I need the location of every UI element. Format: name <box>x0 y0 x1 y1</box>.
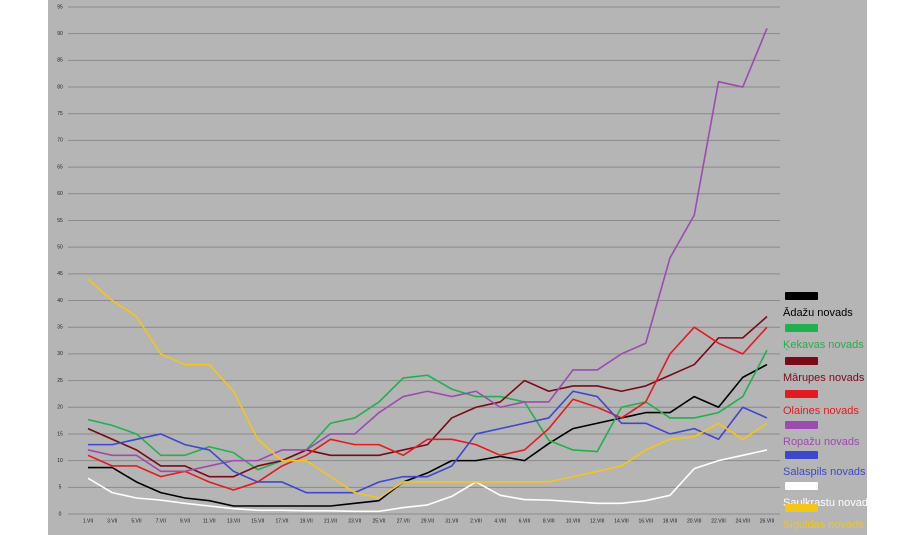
x-tick-label: 26.VIII <box>760 518 774 524</box>
y-tick-label: 10 <box>57 458 63 464</box>
y-tick-label: 35 <box>57 325 63 331</box>
y-tick-label: 90 <box>57 31 63 37</box>
legend-label: Mārupes novads <box>783 372 865 384</box>
legend-swatch <box>785 390 818 398</box>
legend-label: Siguldas novads <box>783 519 864 531</box>
x-tick-label: 14.VIII <box>614 518 628 524</box>
y-tick-label: 65 <box>57 164 63 170</box>
x-tick-label: 17.VII <box>275 518 288 524</box>
x-tick-label: 8.VIII <box>543 518 555 524</box>
x-tick-label: 6.VIII <box>519 518 531 524</box>
x-tick-label: 18.VIII <box>663 518 677 524</box>
y-tick-label: 95 <box>57 4 63 10</box>
x-tick-label: 4.VIII <box>494 518 506 524</box>
series-line <box>87 326 768 491</box>
series-line <box>88 363 768 507</box>
x-tick-label: 21.VII <box>324 518 337 524</box>
legend-swatch <box>785 451 818 459</box>
x-tick-label: 24.VIII <box>736 518 750 524</box>
x-tick-label: 9.VII <box>180 518 190 524</box>
legend-swatch <box>785 421 818 429</box>
y-tick-label: 25 <box>57 378 63 384</box>
y-tick-label: 55 <box>57 218 63 224</box>
x-tick-label: 25.VII <box>372 518 385 524</box>
y-tick-label: 5 <box>59 485 62 491</box>
x-tick-label: 29.VII <box>421 518 434 524</box>
y-tick-label: 60 <box>57 191 63 197</box>
y-tick-label: 80 <box>57 84 63 90</box>
legend-swatch <box>785 292 818 300</box>
series-line <box>87 315 768 478</box>
legend-swatch <box>785 482 818 490</box>
x-tick-label: 12.VIII <box>590 518 604 524</box>
x-tick-label: 2.VIII <box>470 518 482 524</box>
x-tick-label: 11.VII <box>203 518 216 524</box>
y-tick-label: 40 <box>57 298 63 304</box>
x-tick-label: 7.VII <box>156 518 166 524</box>
legend-swatch <box>785 357 818 365</box>
series-line <box>87 449 768 513</box>
legend-label: Ropažu novads <box>783 436 860 448</box>
legend-label: Olaines novads <box>783 405 859 417</box>
series-line <box>87 349 768 471</box>
x-tick-label: 3.VII <box>107 518 117 524</box>
y-tick-label: 30 <box>57 351 63 357</box>
plot-background <box>48 0 867 535</box>
legend-label: Salaspils novads <box>783 466 866 478</box>
y-tick-label: 0 <box>59 511 62 517</box>
series-line <box>87 278 768 499</box>
x-tick-label: 13.VII <box>227 518 240 524</box>
legend-label: Ādažu novads <box>783 307 853 319</box>
x-tick-label: 1.VII <box>83 518 93 524</box>
legend-swatch <box>785 504 818 512</box>
x-tick-label: 22.VIII <box>711 518 725 524</box>
series-line <box>88 390 768 494</box>
x-tick-label: 23.VII <box>348 518 361 524</box>
legend-label: Ķekavas novads <box>783 339 864 351</box>
x-tick-label: 19.VII <box>300 518 313 524</box>
x-tick-label: 20.VIII <box>687 518 701 524</box>
y-tick-label: 70 <box>57 138 63 144</box>
series-line <box>87 28 768 473</box>
x-tick-label: 16.VIII <box>639 518 653 524</box>
x-tick-label: 27.VII <box>397 518 410 524</box>
y-tick-label: 20 <box>57 405 63 411</box>
x-tick-label: 15.VII <box>251 518 264 524</box>
y-tick-label: 45 <box>57 271 63 277</box>
x-tick-label: 5.VII <box>131 518 141 524</box>
y-tick-label: 85 <box>57 58 63 64</box>
y-tick-label: 50 <box>57 244 63 250</box>
y-tick-label: 75 <box>57 111 63 117</box>
legend-swatch <box>785 324 818 332</box>
y-tick-label: 15 <box>57 431 63 437</box>
x-tick-label: 10.VIII <box>566 518 580 524</box>
x-tick-label: 31.VII <box>445 518 458 524</box>
